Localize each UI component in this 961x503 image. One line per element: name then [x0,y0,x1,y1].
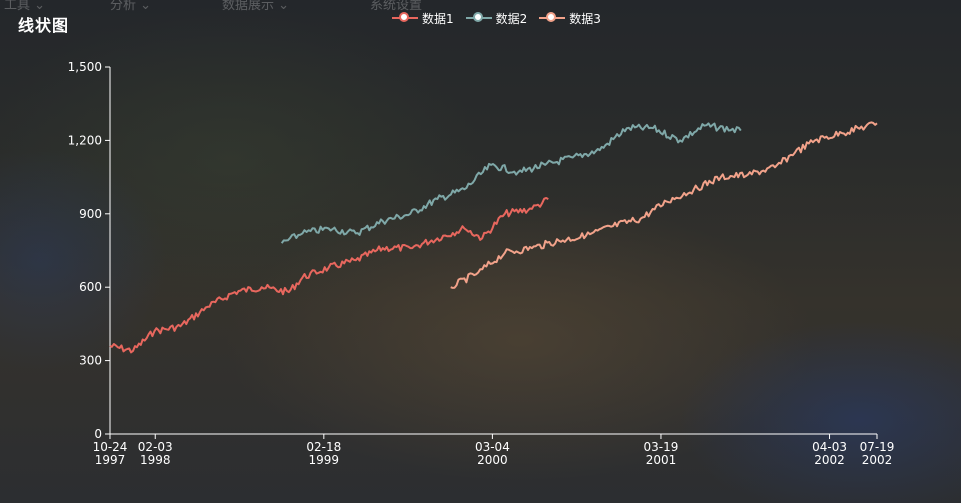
x-tick-label: 02-03 [138,440,173,454]
legend-marker-icon [465,11,492,25]
y-tick-label: 900 [79,207,102,221]
y-tick-label: 1,200 [68,133,102,147]
y-tick-label: 0 [94,427,102,441]
toolbar-item-tool[interactable]: 工具 ⌄ [4,0,46,13]
legend-marker-icon [392,11,418,25]
x-tick-label: 10-24 [93,440,128,454]
legend-marker-icon [539,11,566,25]
legend-label: 数据3 [569,11,601,26]
chart-legend: 数据1 数据2 数据3 [392,10,601,26]
toolbar-item-analysis[interactable]: 分析 ⌄ [110,0,152,13]
x-tick-year-label: 2002 [862,453,893,467]
x-tick-label: 02-18 [306,440,341,454]
x-tick-year-label: 2001 [646,453,677,467]
y-tick-label: 300 [79,354,102,368]
x-tick-label: 04-03 [812,440,847,454]
toolbar-item-settings[interactable]: 系统设置 [370,0,423,13]
x-tick-label: 03-04 [475,440,510,454]
x-tick-year-label: 1997 [95,453,126,467]
x-tick-label: 03-19 [644,440,679,454]
y-tick-label: 600 [79,280,102,294]
y-tick-label: 1,500 [68,60,102,74]
legend-label: 数据1 [422,11,454,26]
series-line-1 [109,197,549,354]
x-tick-year-label: 1998 [140,453,171,467]
x-tick-year-label: 2000 [477,453,508,467]
toolbar-ghost: 工具 ⌄ 分析 ⌄ 数据展示 ⌄ 系统设置 [0,0,961,13]
x-tick-label: 07-19 [860,440,895,454]
legend-item-series2[interactable]: 数据2 [465,10,528,26]
legend-item-series1[interactable]: 数据1 [392,10,454,26]
series-line-3 [450,121,878,289]
legend-item-series3[interactable]: 数据3 [539,10,601,26]
toolbar-item-data-display[interactable]: 数据展示 ⌄ [222,0,290,13]
legend-label: 数据2 [495,11,528,26]
x-tick-year-label: 1999 [309,453,340,467]
x-tick-year-label: 2002 [814,453,845,467]
series-line-2 [280,122,742,244]
chart-title: 线状图 [18,16,70,35]
